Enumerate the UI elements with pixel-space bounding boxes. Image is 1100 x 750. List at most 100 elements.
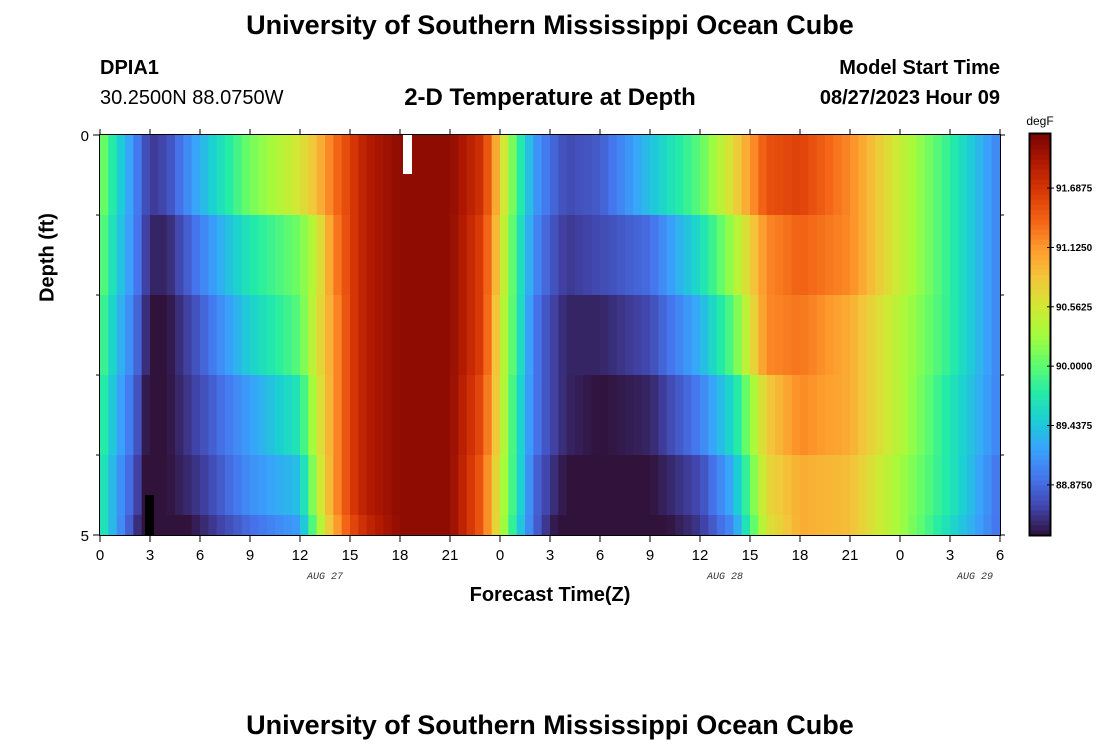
heatmap-cell (550, 375, 559, 456)
heatmap-cell (908, 455, 918, 516)
heatmap-cell (866, 455, 876, 516)
heatmap-cell (691, 515, 701, 536)
heatmap-cell (933, 295, 943, 376)
heatmap-cell (350, 295, 359, 376)
colorbar-segment (1030, 259, 1050, 265)
heatmap-cell (116, 455, 126, 516)
heatmap-cell (616, 135, 626, 216)
colorbar-segment (1030, 159, 1050, 165)
heatmap-cell (925, 375, 934, 456)
heatmap-cell (116, 515, 126, 536)
heatmap-cell (408, 515, 418, 536)
heatmap-cell (850, 455, 859, 516)
colorbar-segment (1030, 379, 1050, 386)
heatmap-cell (225, 515, 234, 536)
x-tick-label: 3 (546, 547, 554, 564)
heatmap-cell (250, 215, 259, 296)
heatmap-cell (175, 515, 184, 536)
heatmap-cell (675, 455, 684, 516)
heatmap-cell (600, 215, 609, 296)
heatmap-cell (141, 295, 151, 376)
colorbar-segment (1030, 199, 1050, 205)
heatmap-cell (966, 215, 976, 296)
heatmap-cell (625, 455, 634, 516)
heatmap-cell (216, 515, 226, 536)
heatmap-cell (350, 215, 359, 296)
heatmap-cell (591, 375, 601, 456)
heatmap-cell (591, 515, 601, 536)
heatmap-cell (500, 295, 509, 376)
heatmap-cell (516, 455, 526, 516)
heatmap-cell (716, 375, 726, 456)
heatmap-cell (858, 515, 868, 536)
heatmap-cell (450, 215, 459, 296)
heatmap-cell (158, 215, 168, 296)
heatmap-cell (683, 515, 693, 536)
heatmap-cell (175, 375, 184, 456)
heatmap-cell (708, 375, 718, 456)
heatmap-cell (383, 455, 393, 516)
heatmap-cell (616, 515, 626, 536)
heatmap-cell (716, 295, 726, 376)
heatmap-cell (925, 455, 934, 516)
heatmap-cell (950, 295, 959, 376)
heatmap-cell (608, 515, 618, 536)
heatmap-cell (316, 135, 326, 216)
heatmap-cell (608, 375, 618, 456)
heatmap-cell (791, 215, 801, 296)
heatmap-cell (550, 515, 559, 536)
heatmap-cell (625, 295, 634, 376)
colorbar-segment (1030, 464, 1050, 471)
heatmap-cell (133, 135, 143, 216)
heatmap-cell (366, 215, 376, 296)
heatmap-cell (866, 215, 876, 296)
heatmap-cell (558, 455, 568, 516)
heatmap-cell (350, 455, 359, 516)
colorbar-segment (1030, 514, 1050, 521)
heatmap-cell (633, 515, 643, 536)
heatmap-cell (916, 135, 926, 216)
heatmap-cell (525, 455, 534, 516)
heatmap-cell (858, 295, 868, 376)
heatmap-cell (325, 515, 334, 536)
heatmap-cell (641, 375, 651, 456)
heatmap-cell (133, 295, 143, 376)
colorbar-segment (1030, 189, 1050, 195)
heatmap-cell (958, 135, 968, 216)
heatmap-cell (625, 375, 634, 456)
heatmap-cell (183, 455, 193, 516)
heatmap-cell (800, 295, 809, 376)
heatmap-cell (825, 295, 834, 376)
heatmap-cell (941, 375, 951, 456)
heatmap-cell (150, 455, 159, 516)
heatmap-cell (191, 375, 201, 456)
colorbar-segment (1030, 484, 1050, 491)
heatmap-cell (516, 215, 526, 296)
heatmap-cell (466, 375, 476, 456)
heatmap-cell (250, 515, 259, 536)
heatmap-cell (725, 455, 734, 516)
heatmap-cell (850, 375, 859, 456)
chart-title: 2-D Temperature at Depth (404, 84, 696, 111)
heatmap-cell (266, 215, 276, 296)
heatmap-cell (175, 455, 184, 516)
colorbar-tick-label: 91.1250 (1056, 243, 1093, 254)
heatmap-cell (966, 375, 976, 456)
heatmap-cell (541, 295, 551, 376)
heatmap-cell (283, 135, 293, 216)
heatmap-cell (766, 455, 776, 516)
heatmap-cell (600, 135, 609, 216)
heatmap-cell (200, 135, 209, 216)
heatmap-cell (650, 375, 659, 456)
heatmap-cell (700, 215, 709, 296)
colorbar-segment (1030, 169, 1050, 175)
colorbar-tick-label: 91.6875 (1056, 184, 1093, 195)
heatmap-cell (875, 295, 884, 376)
x-tick-label: 18 (792, 547, 809, 564)
heatmap-cell (316, 295, 326, 376)
heatmap-cell (725, 295, 734, 376)
station-coordinates: 30.2500N 88.0750W (100, 87, 284, 109)
x-tick-label: 21 (842, 547, 859, 564)
heatmap-cell (366, 295, 376, 376)
heatmap-cell (400, 215, 409, 296)
